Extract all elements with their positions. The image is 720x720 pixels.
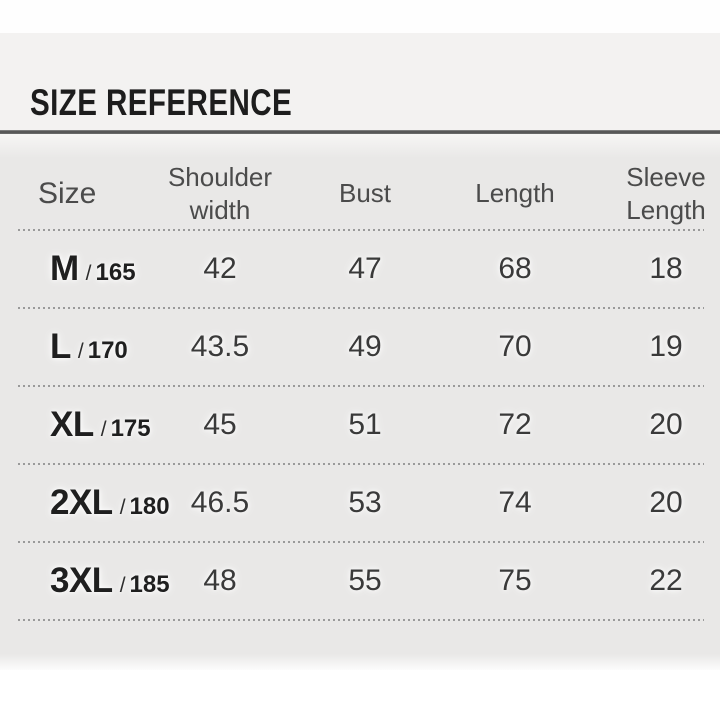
header-length: Length: [475, 178, 555, 209]
sleeve-value: 20: [649, 408, 683, 441]
length-value: 74: [498, 486, 532, 519]
length-value: 72: [498, 408, 532, 441]
sleeve-value: 19: [649, 330, 683, 363]
table-row-xl: XL / 175 45 51 72 20: [0, 387, 720, 463]
sleeve-value: 22: [649, 564, 683, 597]
dotted-separator: [18, 229, 704, 231]
bust-value: 55: [348, 564, 382, 597]
title-band: SIZE REFERENCE: [0, 33, 720, 130]
top-margin-band: [0, 0, 720, 33]
size-slash: /: [77, 340, 84, 363]
panel-top-fade: [0, 134, 720, 158]
size-slash: /: [119, 574, 126, 597]
length-value: 70: [498, 330, 532, 363]
size-label-cell: L / 170: [0, 327, 150, 367]
bust-value: 53: [348, 486, 382, 519]
dotted-separator: [18, 385, 704, 387]
sleeve-value: 20: [649, 486, 683, 519]
length-value: 68: [498, 252, 532, 285]
shoulder-value: 46.5: [190, 486, 250, 519]
size-slash: /: [119, 496, 126, 519]
dotted-separator: [18, 463, 704, 465]
size-label-cell: XL / 175: [0, 405, 151, 445]
dotted-separator: [18, 307, 704, 309]
table-row-l: L / 170 43.5 49 70 19: [0, 309, 720, 385]
panel-bottom-padding: [0, 621, 720, 654]
size-height: 180: [129, 493, 170, 520]
table-row-m: M / 165 42 47 68 18: [0, 231, 720, 307]
header-size: Size: [38, 176, 97, 210]
size-code: XL: [50, 405, 94, 444]
table-row-2xl: 2XL / 180 46.5 53 74 20: [0, 465, 720, 541]
title-divider-rule: [0, 130, 720, 134]
page-title: SIZE REFERENCE: [30, 82, 293, 123]
size-height: 165: [95, 259, 136, 286]
dotted-separator: [18, 541, 704, 543]
size-label-cell: M / 165: [0, 249, 150, 289]
size-label-cell: 3XL / 185: [0, 561, 170, 601]
size-table-panel: Size Shoulder width Bust Length Sleeve L…: [0, 134, 720, 654]
length-value: 75: [498, 564, 532, 597]
size-code: L: [50, 327, 71, 366]
bust-value: 49: [348, 330, 382, 363]
panel-bottom-fade: [0, 654, 720, 670]
table-row-3xl: 3XL / 185 48 55 75 22: [0, 543, 720, 619]
size-slash: /: [85, 262, 92, 285]
shoulder-value: 43.5: [190, 330, 250, 363]
size-slash: /: [100, 418, 107, 441]
header-sleeve-length: Sleeve Length: [626, 162, 706, 225]
header-bust: Bust: [338, 178, 392, 209]
size-code: M: [50, 249, 79, 288]
shoulder-value: 42: [203, 252, 237, 285]
bust-value: 47: [348, 252, 382, 285]
table-header-row: Size Shoulder width Bust Length Sleeve L…: [0, 158, 720, 229]
header-shoulder-width: Shoulder width: [167, 162, 273, 225]
size-height: 185: [129, 571, 170, 598]
size-code: 3XL: [50, 561, 113, 600]
shoulder-value: 45: [203, 408, 237, 441]
size-height: 175: [110, 415, 151, 442]
size-label-cell: 2XL / 180: [0, 483, 170, 523]
shoulder-value: 48: [203, 564, 237, 597]
sleeve-value: 18: [649, 252, 683, 285]
size-code: 2XL: [50, 483, 113, 522]
dotted-separator: [18, 619, 704, 621]
bust-value: 51: [348, 408, 382, 441]
size-height: 170: [87, 337, 128, 364]
